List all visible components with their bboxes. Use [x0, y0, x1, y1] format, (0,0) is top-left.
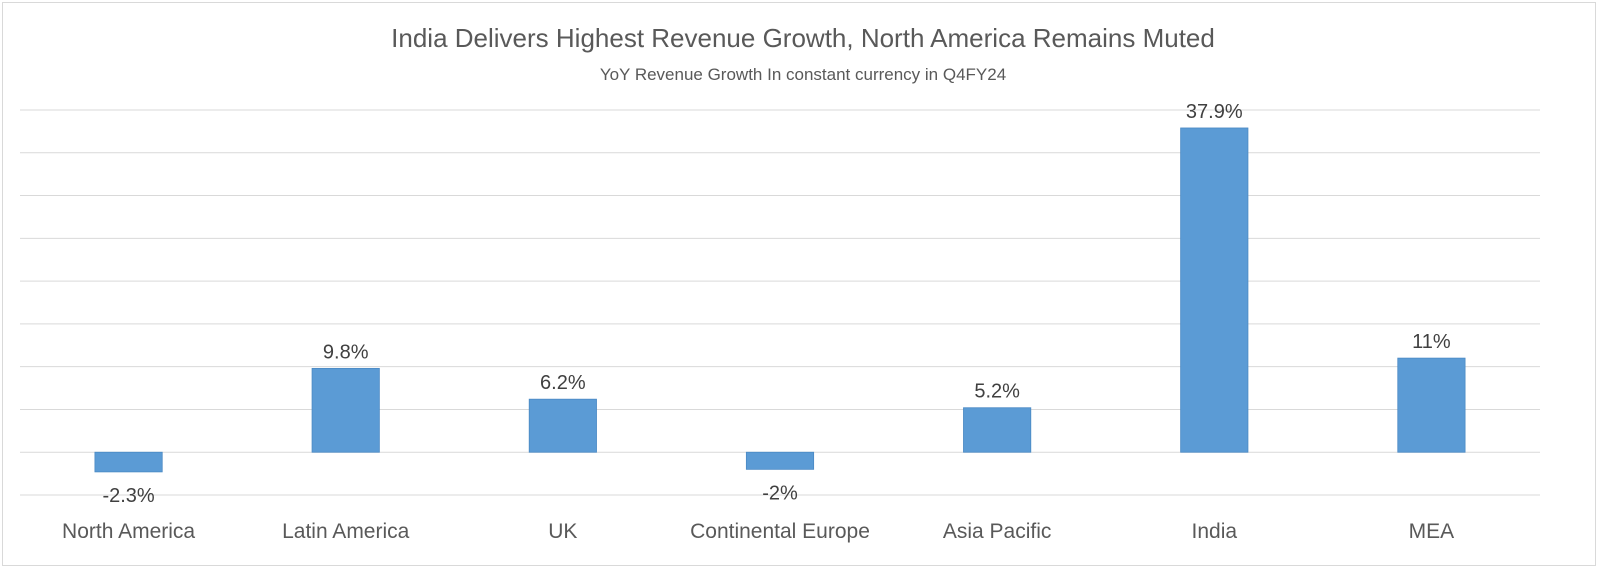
- bar: [311, 367, 380, 453]
- bar: [745, 451, 815, 470]
- category-tick-label: North America: [62, 520, 195, 543]
- data-label: -2%: [762, 482, 798, 504]
- data-label: 5.2%: [974, 381, 1020, 403]
- data-label: 9.8%: [323, 341, 369, 363]
- chart-title: India Delivers Highest Revenue Growth, N…: [391, 23, 1215, 53]
- category-tick-label: UK: [548, 520, 577, 543]
- data-label: 11%: [1412, 331, 1451, 353]
- category-tick-label: MEA: [1409, 520, 1455, 543]
- bars: [94, 127, 1466, 473]
- category-ticks: North America Latin America UK Continental …: [62, 520, 1454, 543]
- data-labels: -2.3% 9.8% 6.2% -2% 5.2% 37.9% 11%: [102, 101, 1450, 507]
- category-tick-label: Latin America: [282, 520, 410, 543]
- bar: [1397, 357, 1466, 453]
- data-label: 37.9%: [1186, 101, 1243, 123]
- category-tick-label: Continental Europe: [690, 520, 870, 543]
- data-label: 6.2%: [540, 372, 586, 394]
- category-tick-label: India: [1192, 520, 1238, 543]
- bar: [1180, 127, 1249, 453]
- data-label: -2.3%: [102, 485, 154, 507]
- category-tick-label: Asia Pacific: [943, 520, 1052, 543]
- gridlines: [20, 109, 1540, 496]
- bar: [528, 398, 597, 453]
- bar: [94, 451, 163, 473]
- bar: [963, 407, 1032, 453]
- chart-subtitle: YoY Revenue Growth In constant currency …: [599, 65, 1007, 84]
